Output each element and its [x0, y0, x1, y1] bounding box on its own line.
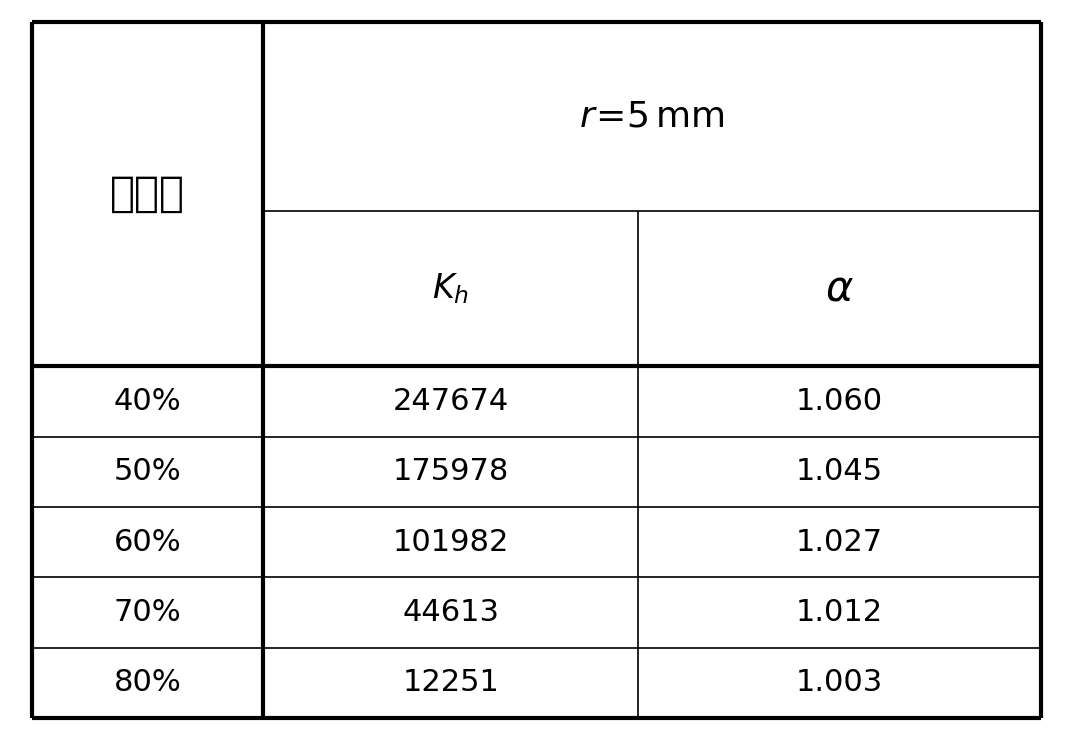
Text: $K_h$: $K_h$: [432, 272, 469, 306]
Text: 12251: 12251: [402, 668, 499, 697]
Text: 1.060: 1.060: [796, 387, 883, 416]
Text: 60%: 60%: [114, 528, 181, 556]
Text: 1.012: 1.012: [796, 598, 883, 627]
Text: 70%: 70%: [114, 598, 181, 627]
Text: 80%: 80%: [114, 668, 181, 697]
Text: $\alpha$: $\alpha$: [825, 268, 854, 309]
Text: 101982: 101982: [393, 528, 509, 556]
Text: 50%: 50%: [114, 457, 181, 486]
Text: 44613: 44613: [402, 598, 499, 627]
Text: $r\!=\!5\,\mathrm{mm}$: $r\!=\!5\,\mathrm{mm}$: [579, 100, 724, 133]
Text: 1.027: 1.027: [796, 528, 883, 556]
Text: 1.045: 1.045: [796, 457, 883, 486]
Text: 空心度: 空心度: [111, 173, 185, 215]
Text: 40%: 40%: [114, 387, 181, 416]
Text: 1.003: 1.003: [796, 668, 883, 697]
Text: 175978: 175978: [393, 457, 509, 486]
Text: 247674: 247674: [393, 387, 509, 416]
